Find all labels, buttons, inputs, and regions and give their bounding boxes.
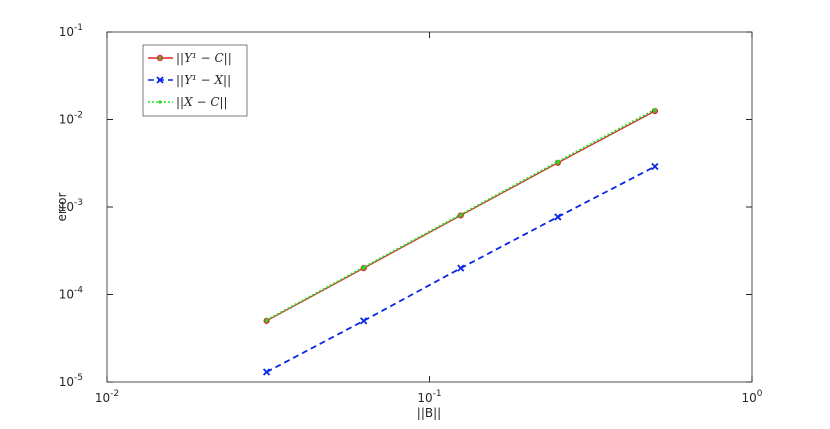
tick-exponent: -5	[74, 373, 83, 383]
marker	[262, 368, 271, 376]
tick-label: 10-1	[59, 23, 83, 39]
tick-label: 10-2	[59, 111, 83, 127]
marker	[158, 100, 162, 104]
legend: ||Y¹ − C|| ||Y¹ − X|| ||X − C||	[142, 44, 248, 117]
tick-exponent: -2	[110, 389, 119, 399]
tick-exponent: -4	[74, 286, 83, 296]
marker	[556, 160, 560, 164]
y-axis-label: error	[55, 192, 69, 221]
marker	[653, 107, 657, 112]
legend-label: ||Y¹ − C||	[176, 51, 232, 65]
marker	[264, 318, 269, 322]
marker	[362, 265, 366, 269]
tick-base: 10	[741, 391, 756, 405]
tick-base: 10	[59, 288, 74, 302]
tick-exponent: -3	[74, 198, 83, 208]
tick-exponent: -1	[433, 389, 442, 399]
marker	[360, 317, 368, 325]
marker	[651, 162, 659, 171]
tick-base: 10	[59, 200, 74, 214]
x-axis-label: ||B||	[417, 406, 441, 420]
tick-label: 10-3	[59, 198, 83, 214]
tick-exponent: -2	[74, 111, 83, 121]
tick-label: 10-4	[59, 286, 84, 302]
tick-label: 10-2	[95, 389, 119, 405]
marker	[156, 76, 164, 84]
tick-base: 10	[59, 375, 74, 389]
tick-base: 10	[59, 113, 74, 127]
legend-label: ||X − C||	[176, 95, 228, 109]
marker	[457, 264, 465, 272]
tick-base: 10	[59, 25, 74, 39]
tick-exponent: -1	[74, 23, 83, 33]
tick-label: 10-5	[59, 373, 83, 389]
tick-base: 10	[95, 391, 110, 405]
tick-label: 10-1	[417, 389, 441, 405]
tick-base: 10	[417, 391, 432, 405]
tick-exponent: 0	[757, 389, 763, 399]
marker	[156, 54, 164, 62]
legend-label: ||Y¹ − X||	[176, 73, 231, 87]
tick-label: 100	[741, 389, 762, 405]
marker	[554, 213, 562, 221]
marker	[459, 212, 463, 217]
